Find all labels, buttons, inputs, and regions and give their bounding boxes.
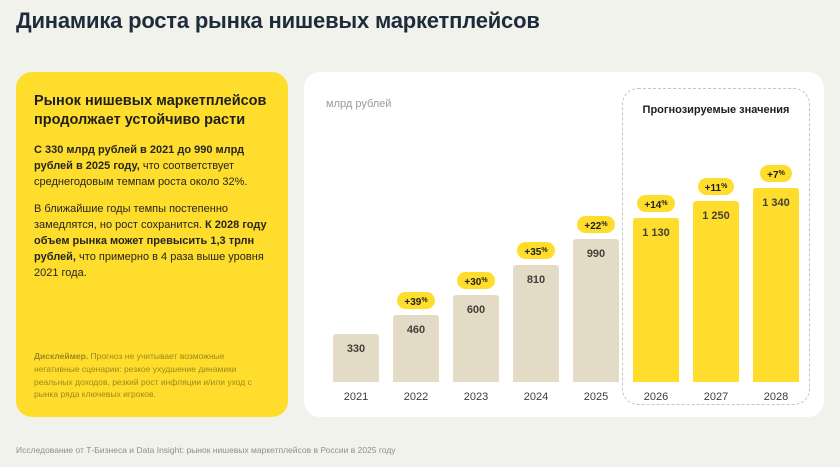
chart-column-2026: +14% 1 130 2026 (630, 132, 682, 403)
x-axis-label-2027: 2027 (703, 391, 729, 403)
bar-2026: 1 130 (633, 218, 679, 382)
growth-badge-2024: +35% (517, 242, 555, 259)
x-axis-label-2028: 2028 (763, 391, 789, 403)
disclaimer: Дисклеймер. Прогноз не учитывает возможн… (34, 350, 270, 401)
page-title: Динамика роста рынка нишевых маркетплейс… (16, 8, 540, 33)
x-axis-label-2024: 2024 (523, 391, 549, 403)
summary-paragraph-1: С 330 млрд рублей в 2021 до 990 млрд руб… (34, 143, 270, 191)
chart-column-2025: +22% 990 2025 (570, 132, 622, 403)
summary-p2-rest: что примерно в 4 раза выше уровня 2021 г… (34, 250, 264, 279)
bar-value-label: 1 130 (642, 227, 670, 239)
bar-2028: 1 340 (753, 188, 799, 382)
footer-note: Исследование от Т-Бизнеса и Data Insight… (16, 445, 396, 455)
bar-2024: 810 (513, 265, 559, 382)
x-axis-label-2021: 2021 (343, 391, 369, 403)
forecast-region-label: Прогнозируемые значения (642, 104, 790, 116)
disclaimer-text: Прогноз не учитывает возможные негативны… (34, 351, 252, 400)
summary-p2-start: В ближайшие годы темпы постепенно замедл… (34, 203, 229, 231)
bar-2027: 1 250 (693, 201, 739, 382)
y-axis-unit-label: млрд рублей (326, 98, 392, 110)
bar-2025: 990 (573, 239, 619, 382)
chart-column-2028: +7% 1 340 2028 (750, 132, 802, 403)
bar-value-label: 460 (406, 324, 426, 336)
bar-value-label: 1 250 (702, 210, 730, 222)
disclaimer-label: Дисклеймер. (34, 351, 89, 361)
growth-badge-2027: +11% (697, 178, 735, 195)
summary-card: Рынок нишевых маркетплейсов продолжает у… (16, 72, 288, 417)
bar-value-label: 330 (346, 343, 366, 355)
chart-card: млрд рублей Прогнозируемые значения 330 2… (304, 72, 824, 417)
growth-badge-2022: +39% (397, 292, 435, 309)
x-axis-label-2025: 2025 (583, 391, 609, 403)
chart-column-2021: 330 2021 (330, 132, 382, 403)
growth-badge-2025: +22% (577, 216, 615, 233)
bar-2021: 330 (333, 334, 379, 382)
summary-p1-rest: что соответствует среднегодовым темпам р… (34, 160, 248, 189)
summary-heading: Рынок нишевых маркетплейсов продолжает у… (34, 93, 267, 129)
bar-value-label: 990 (586, 248, 606, 260)
content-row: Рынок нишевых маркетплейсов продолжает у… (16, 72, 824, 417)
summary-p1-bold: С 330 млрд рублей в 2021 до 990 млрд руб… (34, 144, 245, 173)
forecast-region: Прогнозируемые значения (622, 88, 810, 405)
chart-column-2027: +11% 1 250 2027 (690, 132, 742, 403)
x-axis-label-2026: 2026 (643, 391, 669, 403)
bar-value-label: 810 (526, 274, 546, 286)
growth-badge-2026: +14% (637, 195, 675, 212)
bar-2022: 460 (393, 315, 439, 382)
bar-value-label: 600 (466, 304, 486, 316)
chart-column-2024: +35% 810 2024 (510, 132, 562, 403)
x-axis-label-2022: 2022 (403, 391, 429, 403)
growth-badge-2023: +30% (457, 272, 495, 289)
bar-2023: 600 (453, 295, 499, 382)
summary-paragraph-2: В ближайшие годы темпы постепенно замедл… (34, 202, 270, 282)
growth-badge-2028: +7% (760, 165, 792, 182)
bar-value-label: 1 340 (762, 197, 790, 209)
summary-p2-bold: К 2028 году объем рынка может превысить … (34, 219, 267, 263)
chart-column-2023: +30% 600 2023 (450, 132, 502, 403)
x-axis-label-2023: 2023 (463, 391, 489, 403)
bars-area: 330 2021 +39% 460 2022 +30% 600 2023 +35% 810 2024… (330, 132, 802, 403)
chart-column-2022: +39% 460 2022 (390, 132, 442, 403)
